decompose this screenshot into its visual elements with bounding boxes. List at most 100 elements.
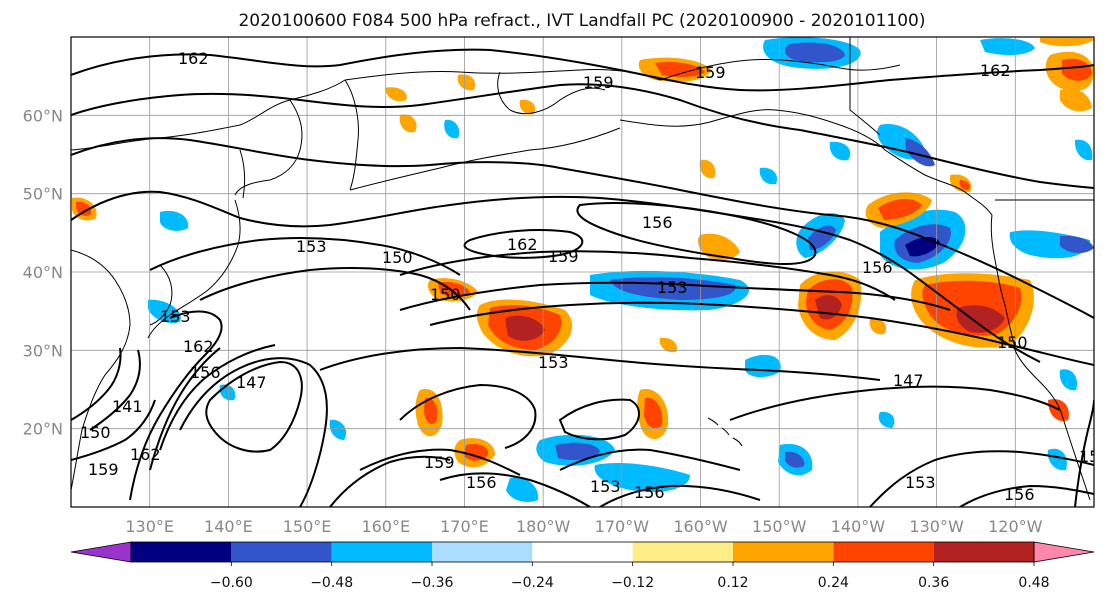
coast-alaska-panhandle <box>884 149 993 216</box>
contour-162-west <box>129 310 223 501</box>
contour-label: 162 <box>507 235 538 254</box>
contour-153-upper <box>149 236 461 276</box>
neg-anomaly-east <box>745 354 781 378</box>
contour-156-south <box>329 455 451 507</box>
contour-label: 156 <box>190 363 221 382</box>
coast-korea <box>149 264 173 326</box>
colorbar-extend-high <box>1033 541 1095 563</box>
gridlines <box>71 37 1094 507</box>
lat-tick-label: 30°N <box>23 341 63 360</box>
lon-tick-label: 120°W <box>988 517 1043 536</box>
longitude-tick-labels: 130°E 140°E 150°E 160°E 170°E 180°W 170°W 160°W… <box>125 517 1042 536</box>
lat-tick-label: 40°N <box>23 263 63 282</box>
coast-asia-north <box>71 79 346 151</box>
contour-159-west <box>71 399 156 461</box>
contour-label: 153 <box>905 473 936 492</box>
contour-153-south2 <box>559 448 741 471</box>
contour-labels: 162 159 162 159 156 162 159 153 150 150 … <box>80 49 1105 504</box>
contour-159-lower <box>399 250 896 301</box>
contour-label: 153 <box>657 278 688 297</box>
contour-label: 150 <box>1079 447 1105 466</box>
coast-kamchatka <box>344 79 359 191</box>
map-area: 162 159 162 159 156 162 159 153 150 150 … <box>71 37 1105 507</box>
lon-tick-label: 130°E <box>125 517 174 536</box>
contours <box>71 48 1094 507</box>
colorbar-segment <box>532 542 633 562</box>
contour-150-east <box>1074 399 1094 507</box>
colorbar-tick-labels: −0.60 −0.48 −0.36 −0.24 −0.12 0.12 0.24 0.36 0.4… <box>210 562 1050 591</box>
contour-label: 162 <box>183 337 214 356</box>
contour-label: 159 <box>695 63 726 82</box>
contour-156 <box>71 190 1041 363</box>
colorbar-tick-label: −0.24 <box>511 575 554 591</box>
contour-label: 150 <box>997 333 1028 352</box>
map-frame <box>70 36 1095 508</box>
lat-tick-label: 50°N <box>23 185 63 204</box>
contour-153-west <box>159 344 276 451</box>
contour-147-bend <box>399 383 537 449</box>
lon-tick-label: 150°E <box>283 517 332 536</box>
lon-tick-label: 130°W <box>909 517 964 536</box>
colorbar-tick-label: 0.24 <box>818 575 849 591</box>
contour-147-east <box>729 385 1061 421</box>
colorbar-tick-label: −0.48 <box>310 575 353 591</box>
contour-159-south <box>359 448 521 476</box>
contour-label: 156 <box>466 473 497 492</box>
contour-label: 159 <box>548 247 579 266</box>
colorbar-segment <box>833 542 934 562</box>
colorbar-tick-label: −0.60 <box>210 575 253 591</box>
contour-label: 156 <box>642 213 673 232</box>
contour-141 <box>89 349 141 431</box>
colorbar-segment <box>131 542 232 562</box>
coast-china <box>71 249 131 491</box>
contour-label: 147 <box>893 371 924 390</box>
neg-anomaly-south-1 <box>594 463 690 492</box>
contour-label: 162 <box>178 49 209 68</box>
contour-label: 156 <box>634 483 665 502</box>
colorbar-segment <box>733 542 834 562</box>
contour-153-east <box>869 450 1094 507</box>
contour-156-west <box>149 347 221 471</box>
contour-150-sw <box>71 347 122 421</box>
contour-150-lower <box>429 301 1094 366</box>
coast-japan <box>147 199 241 339</box>
contour-label: 162 <box>980 61 1011 80</box>
contour-162-north <box>71 48 1094 92</box>
lon-tick-label: 140°W <box>831 517 886 536</box>
lat-tick-label: 20°N <box>23 420 63 439</box>
contour-label: 153 <box>538 353 569 372</box>
coast-hawaii <box>707 417 743 447</box>
contour-label: 150 <box>382 248 413 267</box>
coast-sakhalin <box>239 149 246 199</box>
lon-tick-label: 140°E <box>204 517 253 536</box>
lon-tick-label: 160°E <box>361 517 410 536</box>
colorbar-segment <box>632 542 733 562</box>
contour-label: 153 <box>160 307 191 326</box>
coast-okhotsk <box>234 99 303 196</box>
coast-alaska-south <box>619 109 886 151</box>
contour-156-south2 <box>439 472 591 507</box>
contour-156-south3 <box>599 484 761 507</box>
contour-label: 156 <box>1004 485 1035 504</box>
lon-tick-label: 150°W <box>752 517 807 536</box>
contour-159-mid <box>71 137 1094 319</box>
lon-tick-label: 170°W <box>595 517 650 536</box>
contour-label: 141 <box>112 397 143 416</box>
colorbar-segment <box>933 542 1034 562</box>
colorbar-tick-label: −0.36 <box>411 575 454 591</box>
colorbar-segment <box>231 542 332 562</box>
colorbar-tick-label: 0.12 <box>717 575 748 591</box>
contour-label: 153 <box>590 477 621 496</box>
contour-label: 156 <box>862 258 893 277</box>
contour-153-south <box>319 346 881 381</box>
contour-label: 153 <box>296 237 327 256</box>
colorbar-outline <box>130 541 1035 563</box>
colorbar-segment <box>432 542 533 562</box>
coast-bc-wa <box>990 214 1016 351</box>
colorbar-segment <box>331 542 432 562</box>
contour-label: 147 <box>236 373 267 392</box>
contour-label: 162 <box>130 445 161 464</box>
lon-tick-label: 180°W <box>516 517 571 536</box>
colorbar-tick-label: −0.12 <box>611 575 654 591</box>
